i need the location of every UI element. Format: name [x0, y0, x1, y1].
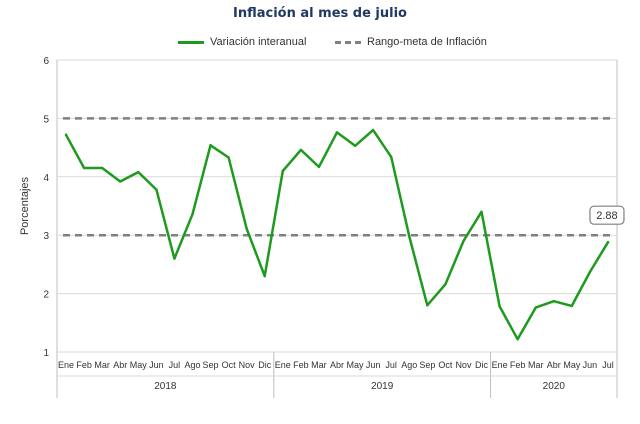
plot-frame	[56, 59, 618, 353]
x-tick-label: Oct	[438, 360, 453, 370]
data-point-variacion	[480, 210, 483, 214]
y-tick-label: 6	[43, 56, 49, 67]
x-tick-label: Sep	[203, 360, 219, 370]
data-point-variacion	[335, 131, 339, 134]
y-axis-label: Porcentajes	[19, 176, 31, 235]
year-label: 2019	[371, 381, 394, 392]
data-point-variacion	[588, 270, 592, 274]
data-point-variacion	[552, 299, 555, 303]
data-point-variacion	[426, 304, 429, 307]
annotation-label: 2.88	[596, 210, 617, 222]
data-point-variacion	[119, 180, 122, 183]
data-point-variacion	[444, 283, 447, 286]
x-tick-label: Jul	[602, 360, 614, 370]
x-tick-label: May	[563, 360, 581, 370]
legend-label-rango-meta: Rango-meta de Inflación	[367, 36, 487, 48]
data-point-variacion	[155, 188, 158, 191]
x-tick-label: Feb	[510, 360, 526, 370]
y-tick-label: 4	[43, 173, 49, 184]
x-tick-label: Nov	[239, 360, 256, 370]
data-point-variacion	[191, 212, 194, 216]
data-point-variacion	[570, 304, 574, 308]
x-tick-label: Oct	[222, 360, 237, 370]
x-tick-label: Jun	[583, 360, 598, 370]
legend-swatch-variacion	[178, 40, 204, 44]
x-tick-label: Feb	[293, 360, 309, 370]
x-tick-label: Mar	[528, 360, 544, 370]
y-tick-label: 5	[43, 114, 49, 125]
x-tick-label: Nov	[455, 360, 472, 370]
x-tick-label: Jun	[366, 360, 381, 370]
x-tick-label: Abr	[547, 360, 561, 370]
x-tick-label: Abr	[113, 360, 127, 370]
data-point-variacion	[498, 305, 501, 308]
data-point-variacion	[245, 227, 248, 230]
year-label: 2018	[154, 381, 177, 392]
legend-item-variacion: Variación interanual	[178, 36, 306, 48]
data-point-variacion	[209, 144, 212, 147]
annotation-box	[589, 205, 625, 225]
x-tick-label: Ene	[275, 360, 291, 370]
data-point-variacion	[389, 155, 393, 159]
x-tick-label: Mar	[94, 360, 110, 370]
x-tick-label: May	[347, 360, 365, 370]
y-tick-label: 3	[43, 231, 49, 242]
x-tick-label: Ene	[492, 360, 508, 370]
x-tick-label: Dic	[258, 360, 271, 370]
data-point-variacion	[82, 166, 86, 170]
data-point-variacion	[64, 133, 68, 136]
data-point-variacion	[606, 241, 610, 244]
data-point-variacion	[408, 235, 411, 238]
data-point-variacion	[137, 170, 140, 174]
x-tick-label: Jul	[385, 360, 397, 370]
data-point-variacion	[263, 274, 266, 278]
legend-swatch-rango-meta	[335, 40, 361, 44]
year-label: 2020	[543, 381, 566, 392]
x-tick-label: Feb	[76, 360, 92, 370]
data-point-variacion	[317, 165, 321, 169]
chart-legend: Variación interanual Rango-meta de Infla…	[0, 36, 640, 52]
x-tick-label: May	[130, 360, 148, 370]
data-point-variacion	[100, 166, 104, 170]
x-tick-label: Ago	[401, 360, 417, 370]
data-point-variacion	[371, 128, 375, 132]
data-point-variacion	[281, 169, 285, 173]
y-tick-label: 2	[43, 290, 49, 301]
x-tick-label: Jun	[149, 360, 164, 370]
x-tick-label: Sep	[419, 360, 435, 370]
data-point-variacion	[353, 144, 357, 148]
x-tick-label: Dic	[475, 360, 488, 370]
x-tick-label: Ago	[184, 360, 200, 370]
x-tick-label: Abr	[330, 360, 344, 370]
data-point-variacion	[173, 257, 176, 260]
data-point-variacion	[516, 337, 519, 341]
x-tick-label: Jul	[169, 360, 181, 370]
x-tick-label: Ene	[58, 360, 74, 370]
data-point-variacion	[299, 148, 303, 152]
legend-item-rango-meta: Rango-meta de Inflación	[335, 36, 487, 48]
legend-label-variacion: Variación interanual	[210, 36, 307, 48]
y-tick-label: 1	[43, 348, 49, 359]
data-point-variacion	[534, 306, 537, 309]
x-tick-label: Mar	[311, 360, 327, 370]
chart-title: Inflación al mes de julio	[233, 6, 407, 21]
data-point-variacion	[462, 239, 465, 243]
data-point-variacion	[227, 156, 230, 159]
